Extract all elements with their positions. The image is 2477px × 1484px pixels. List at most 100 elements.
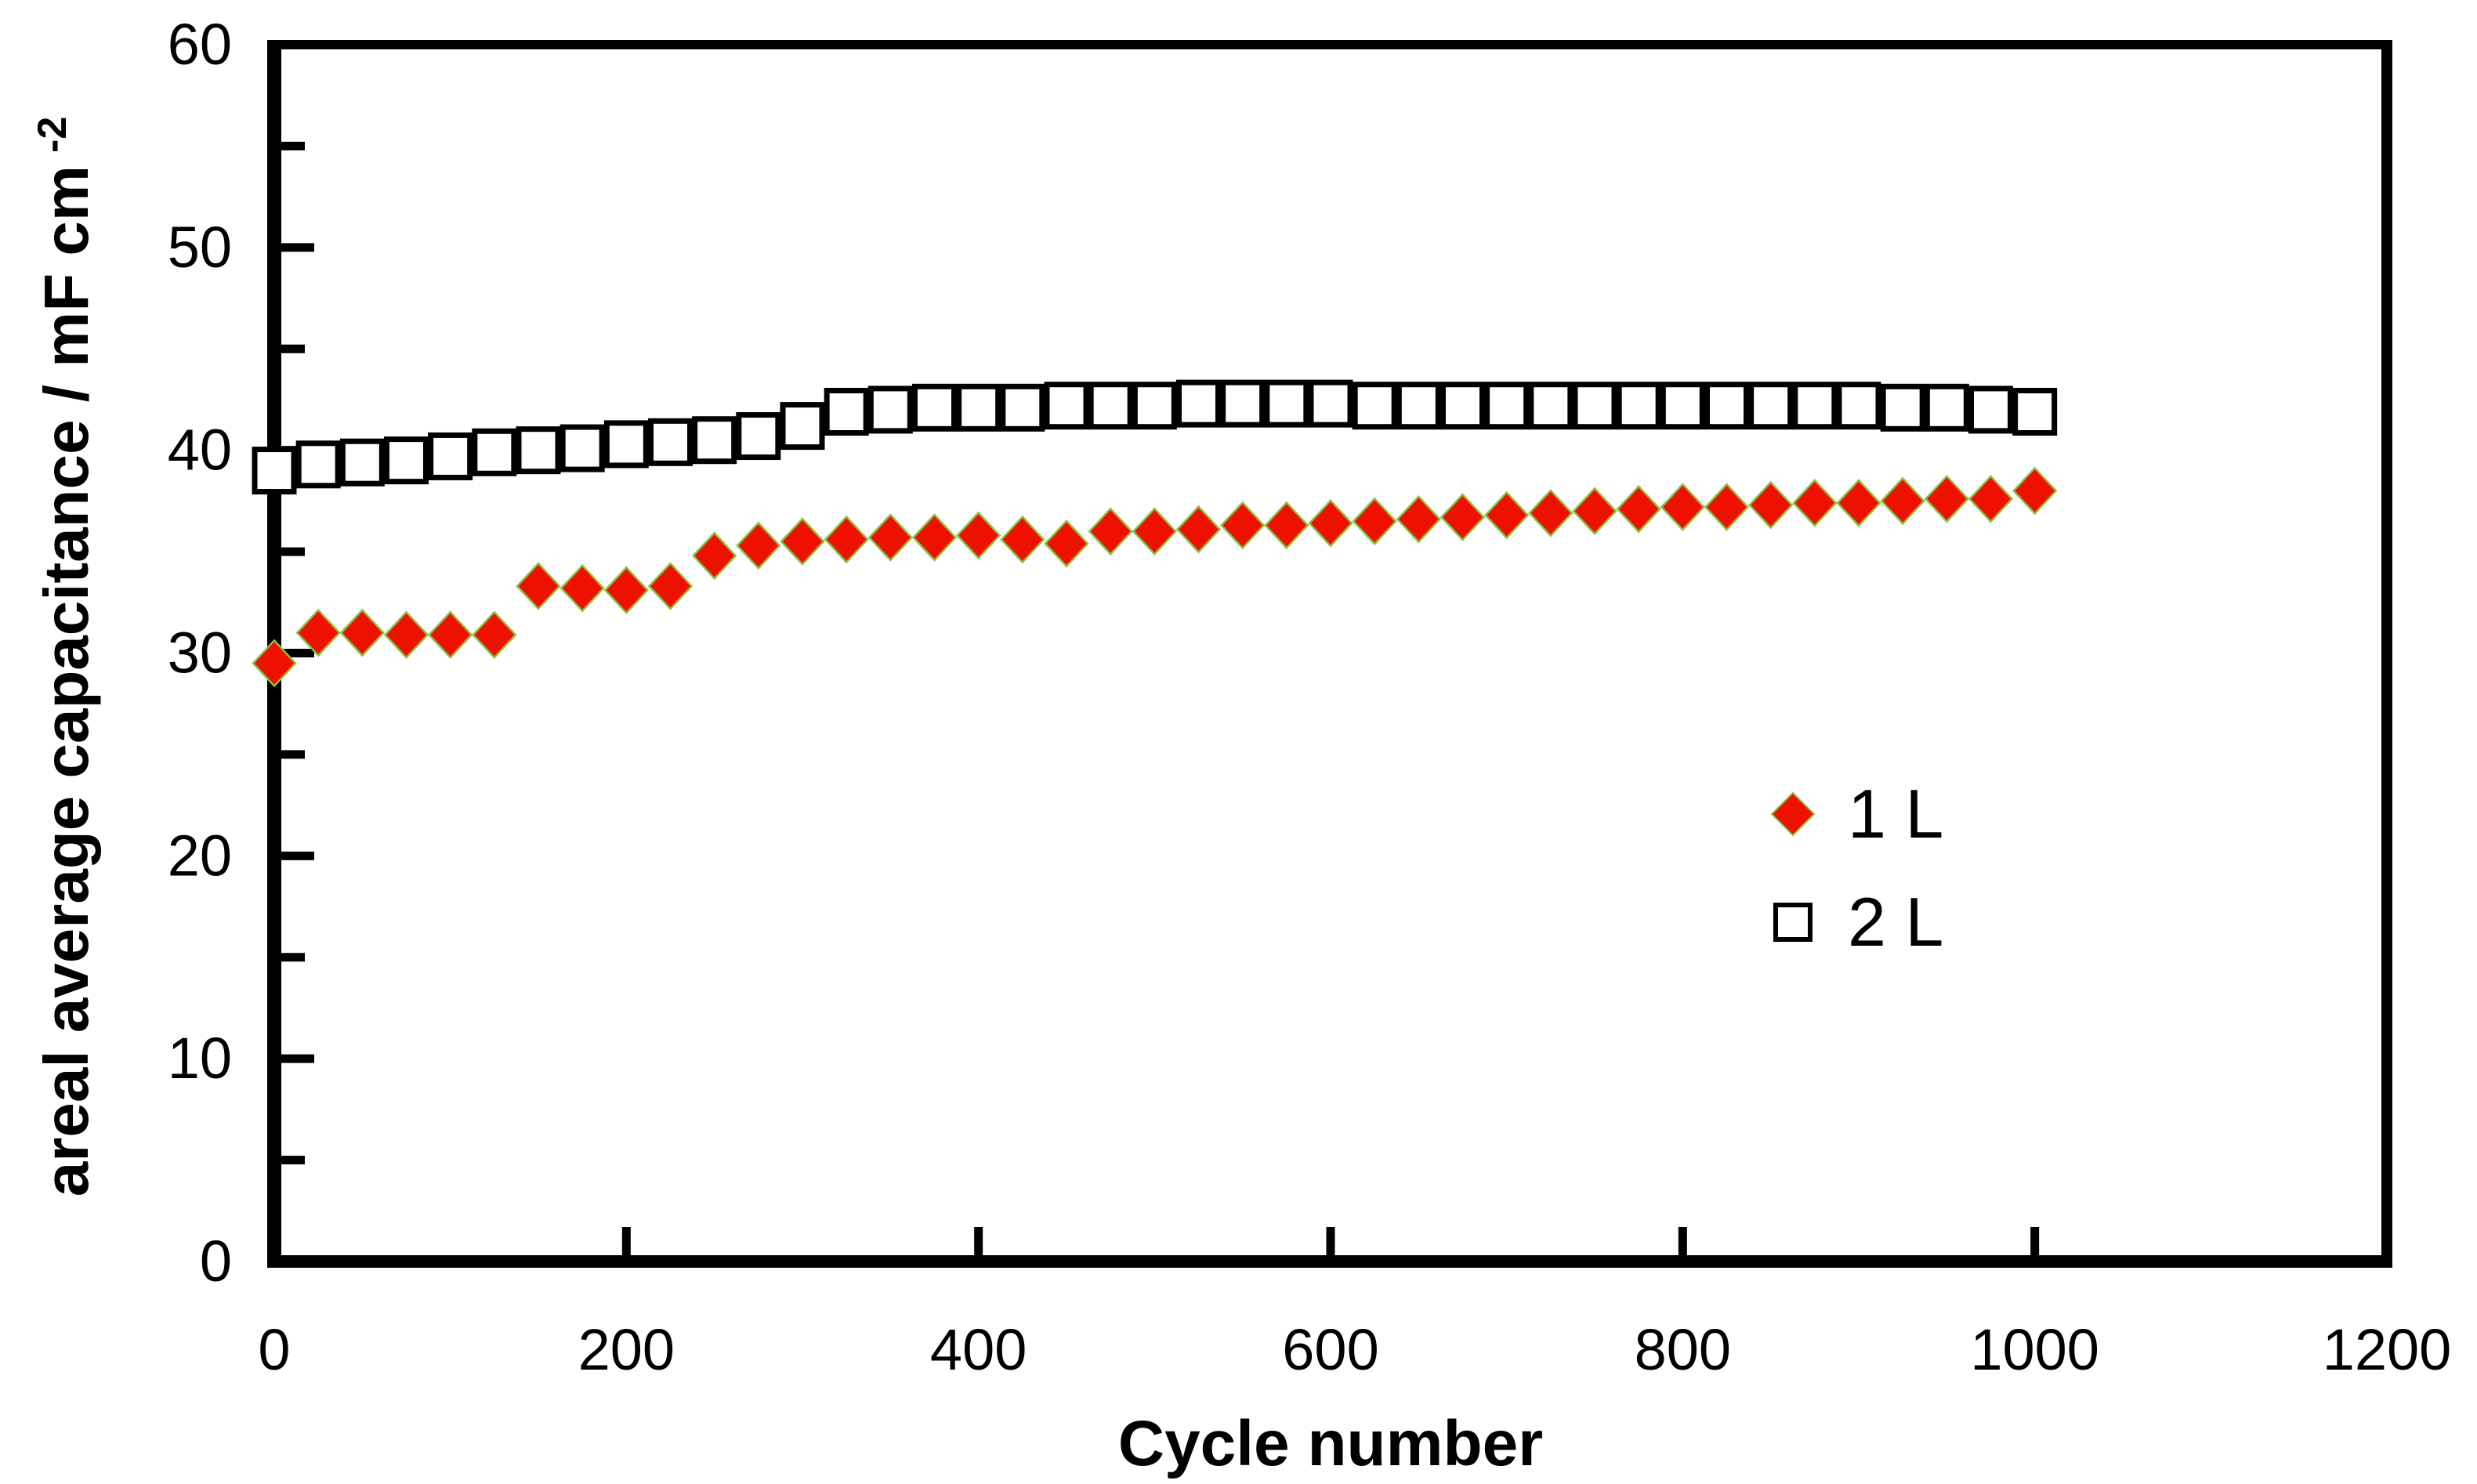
data-point-2l xyxy=(1088,382,1133,430)
y-minor-tick xyxy=(281,750,305,759)
y-tick-label: 0 xyxy=(200,1229,232,1294)
data-point-2l xyxy=(1352,382,1397,430)
data-point-2l xyxy=(1220,379,1266,428)
data-point-2l xyxy=(295,440,341,489)
data-point-2l xyxy=(956,383,1001,432)
data-point-1l xyxy=(736,521,781,570)
data-point-2l xyxy=(1924,383,1969,432)
x-major-tick xyxy=(1678,1227,1687,1255)
y-tick-label: 20 xyxy=(168,823,232,888)
data-point-2l xyxy=(252,447,297,495)
data-point-2l xyxy=(1572,382,1617,430)
data-point-1l xyxy=(1616,484,1661,534)
data-point-1l xyxy=(2012,466,2058,516)
diamond-marker-icon xyxy=(1770,791,1816,837)
y-tick-label: 30 xyxy=(168,621,232,686)
data-point-1l xyxy=(867,513,914,562)
x-major-tick xyxy=(1326,1227,1335,1255)
y-minor-tick xyxy=(281,1156,305,1165)
data-point-1l xyxy=(824,515,869,564)
data-point-1l xyxy=(339,608,386,657)
data-point-2l xyxy=(1748,382,1794,430)
data-point-1l xyxy=(603,566,650,615)
data-point-1l xyxy=(1264,501,1309,550)
y-tick-label: 60 xyxy=(168,12,232,77)
y-major-tick xyxy=(281,1054,314,1063)
y-axis-title-text: areal average capacitance / mF cm xyxy=(31,165,101,1197)
data-point-2l xyxy=(1836,382,1881,430)
y-tick-label: 50 xyxy=(168,215,232,280)
y-minor-tick xyxy=(281,547,305,556)
legend: 1 L 2 L xyxy=(1769,771,1943,965)
data-point-1l xyxy=(559,563,605,613)
data-point-2l xyxy=(780,402,825,451)
data-point-1l xyxy=(1968,474,2014,523)
plot-border-top xyxy=(267,40,2392,49)
data-point-1l xyxy=(516,562,561,610)
data-point-1l xyxy=(1175,505,1222,554)
y-tick-label: 10 xyxy=(168,1026,232,1091)
data-point-2l xyxy=(1616,382,1661,430)
data-point-2l xyxy=(516,426,561,475)
data-point-2l xyxy=(1792,382,1838,430)
x-major-tick xyxy=(2030,1227,2040,1255)
data-point-1l xyxy=(252,639,297,688)
data-point-1l xyxy=(780,517,825,566)
data-point-1l xyxy=(472,610,517,660)
x-axis xyxy=(267,1255,2392,1268)
data-point-2l xyxy=(1396,382,1441,430)
data-point-2l xyxy=(1484,382,1530,430)
data-point-2l xyxy=(1880,383,1925,432)
legend-item-2l: 2 L xyxy=(1769,879,1943,965)
data-point-1l xyxy=(1880,476,1925,526)
data-point-2l xyxy=(559,424,605,472)
x-axis-title: Cycle number xyxy=(1117,1408,1544,1479)
data-point-1l xyxy=(1439,493,1486,541)
data-point-2l xyxy=(1000,383,1045,432)
legend-item-1l: 1 L xyxy=(1769,771,1943,857)
data-point-2l xyxy=(428,432,473,480)
legend-label-1l: 1 L xyxy=(1848,775,1944,852)
x-tick-label: 1200 xyxy=(2323,1317,2452,1382)
data-point-2l xyxy=(1264,379,1309,428)
data-point-2l xyxy=(824,387,869,436)
data-point-1l xyxy=(955,511,1001,560)
square-marker-icon xyxy=(1773,903,1812,942)
data-point-1l xyxy=(1572,487,1617,536)
x-major-tick xyxy=(621,1227,631,1255)
data-point-2l xyxy=(339,438,385,487)
data-point-2l xyxy=(384,436,429,485)
y-minor-tick xyxy=(281,344,305,353)
data-point-2l xyxy=(1132,382,1177,430)
data-point-1l xyxy=(1396,494,1442,544)
data-point-2l xyxy=(2012,387,2058,436)
x-tick-label: 600 xyxy=(1282,1317,1378,1382)
data-point-1l xyxy=(1219,501,1266,550)
data-point-1l xyxy=(691,531,737,581)
y-major-tick xyxy=(281,649,314,657)
y-axis-title-superscript: -2 xyxy=(30,116,76,153)
data-point-1l xyxy=(383,610,429,660)
data-point-2l xyxy=(603,420,649,469)
data-point-2l xyxy=(867,385,913,434)
data-point-1l xyxy=(1836,479,1881,527)
data-point-2l xyxy=(912,383,957,432)
data-point-1l xyxy=(1088,507,1133,556)
data-point-1l xyxy=(1044,519,1089,568)
data-point-1l xyxy=(1308,499,1353,548)
data-point-2l xyxy=(1176,379,1221,428)
x-tick-label: 200 xyxy=(578,1317,675,1382)
data-point-2l xyxy=(1440,382,1485,430)
data-point-2l xyxy=(472,428,517,476)
x-tick-label: 800 xyxy=(1635,1317,1731,1382)
y-major-tick xyxy=(281,243,314,252)
data-point-2l xyxy=(1308,379,1353,428)
data-point-1l xyxy=(427,610,473,660)
data-point-1l xyxy=(1483,490,1530,540)
y-minor-tick xyxy=(281,953,305,962)
y-major-tick xyxy=(281,851,314,860)
data-point-2l xyxy=(736,412,781,461)
data-point-1l xyxy=(1704,483,1750,531)
